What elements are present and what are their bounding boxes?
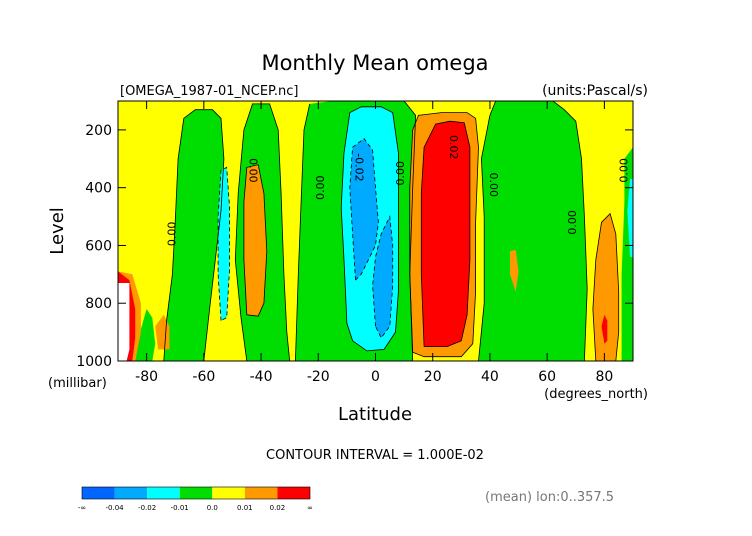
legend-swatch [82,487,115,499]
x-tick-label: 20 [424,369,442,385]
contour-line [552,101,588,361]
y-tick-label: 600 [85,238,112,254]
y-tick-label: 800 [85,296,112,312]
x-axis-label: Latitude [338,404,412,425]
y-axis-label: Level [47,207,68,255]
y-tick-label: 1000 [76,354,112,370]
y-tick-label: 200 [85,123,112,139]
legend-label: -∞ [78,504,86,512]
x-axis-unit-label: (degrees_north) [544,387,648,402]
contour-region [243,164,267,317]
contour-interval-text: CONTOUR INTERVAL = 1.000E-02 [266,448,484,463]
legend-label: 0.02 [270,504,286,512]
legend-swatch [244,487,278,499]
legend-swatch [147,487,180,499]
contour-region [118,283,130,361]
contour-value-label: 0.02 [447,135,460,160]
contour-line [243,164,268,317]
contour-fill-regions [118,101,633,361]
mean-note: (mean) lon:0..357.5 [485,490,614,505]
x-axis-ticks: -80 -60 -40 -20 0 20 40 60 80 [135,101,613,385]
contour-lines [163,101,620,361]
legend-swatch [277,487,310,499]
color-legend: -∞ -0.04 -0.02 -0.01 0.0 0.01 0.02 ∞ [78,486,313,512]
contour-region [627,179,633,257]
units-label: (units:Pascal/s) [542,83,648,99]
contour-value-label: 0.00 [246,158,259,183]
y-axis-ticks: 200 400 600 800 1000 [76,123,633,370]
contour-region [135,309,156,361]
y-axis-unit-label: (millibar) [48,376,107,391]
legend-label: -0.04 [106,504,125,512]
x-tick-label: -20 [307,369,330,385]
contour-region [478,101,588,361]
x-tick-label: 0 [371,369,380,385]
y-tick-label: 400 [85,181,112,197]
x-tick-label: -40 [250,369,273,385]
legend-label: -0.02 [138,504,156,512]
legend-label: ∞ [307,504,313,512]
contour-line [163,109,225,361]
negative-contour-line [372,215,394,339]
contour-region [349,138,379,281]
file-label: [OMEGA_1987-01_NCEP.nc] [120,84,298,99]
negative-contour-line [217,166,230,321]
negative-contour-line [349,138,379,281]
contour-value-label: 0.00 [314,175,327,200]
contour-region [372,216,393,338]
contour-region [155,314,170,350]
legend-label: -0.01 [171,504,189,512]
legend-swatch [179,487,213,499]
contour-value-label: 0.00 [487,173,500,198]
contour-region [601,314,608,344]
contour-region [510,249,519,292]
chart-title: Monthly Mean omega [261,51,488,75]
contour-labels: 0.00 0.00 0.00 -0.02 0.00 0.02 0.00 0.00 0.00 [165,135,630,246]
contour-region [163,109,224,361]
contour-value-label: -0.02 [352,153,365,181]
contour-line [592,212,620,361]
contour-value-label: 0.00 [617,158,630,183]
contour-line [409,112,479,358]
contour-region [421,121,470,347]
legend-swatch [212,487,245,499]
contour-line [295,103,311,361]
x-tick-label: -60 [192,369,215,385]
contour-value-label: 0.00 [394,161,407,186]
x-tick-label: 60 [538,369,556,385]
contour-line [340,106,399,352]
legend-label: 0.01 [237,504,253,512]
x-tick-label: -80 [135,369,158,385]
legend-swatch [114,487,148,499]
x-tick-label: 40 [481,369,499,385]
contour-region [592,213,619,361]
contour-line [420,120,471,347]
contour-line [478,101,497,361]
contour-value-label: 0.00 [566,210,579,235]
contour-value-label: 0.00 [165,222,178,247]
x-tick-label: 80 [595,369,613,385]
legend-label: 0.0 [207,504,218,512]
legend-frame [81,486,311,500]
